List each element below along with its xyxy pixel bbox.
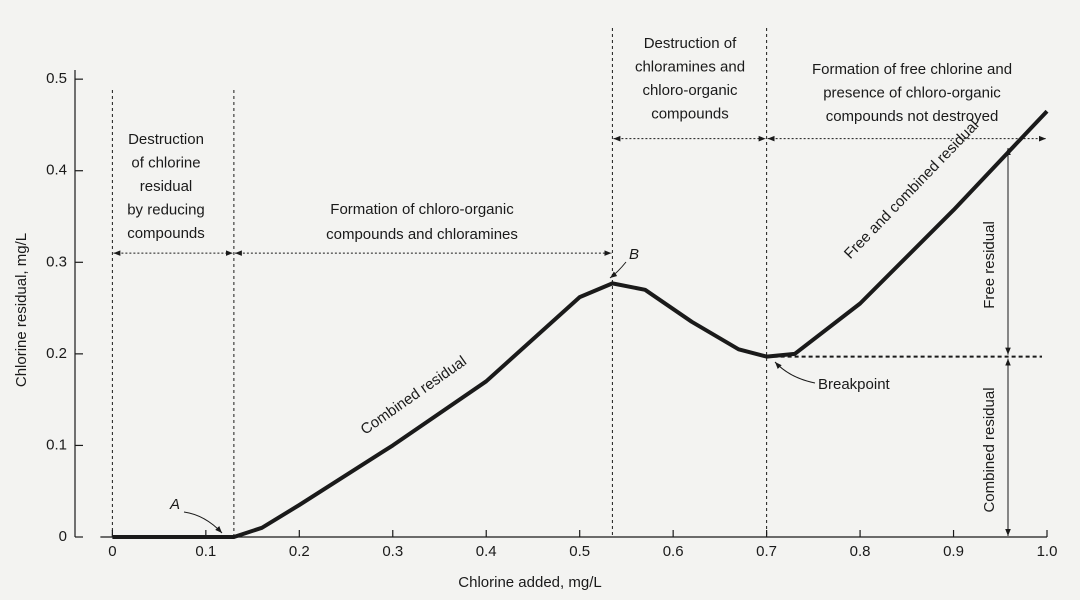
y-tick-label: 0.3 [46, 253, 67, 270]
region-label: Formation of free chlorine and [812, 61, 1012, 78]
x-axis-label: Chlorine added, mg/L [458, 574, 601, 591]
region-label: Formation of chloro-organic [330, 201, 514, 218]
region-label: compounds not destroyed [826, 108, 999, 125]
region-label: of chlorine [131, 154, 200, 171]
label-a: A [169, 496, 180, 513]
x-tick-label: 0.1 [195, 543, 216, 560]
pointer-breakpoint [774, 361, 816, 384]
residual-label: Free residual [981, 221, 998, 309]
label-b: B [629, 246, 639, 263]
x-tick-label: 0.3 [382, 543, 403, 560]
y-tick-label: 0.2 [46, 345, 67, 362]
region-label: by reducing [127, 201, 205, 218]
region-label: residual [140, 178, 193, 195]
x-tick-label: 0.7 [756, 543, 777, 560]
x-tick-label: 0.8 [850, 543, 871, 560]
x-tick-label: 0.4 [476, 543, 497, 560]
region-label: compounds [127, 225, 205, 242]
region-label: compounds [651, 105, 729, 122]
region-label: presence of chloro-organic [823, 84, 1001, 101]
y-tick-label: 0.1 [46, 436, 67, 453]
y-tick-label: 0 [59, 528, 67, 545]
region-label: chloro-organic [642, 82, 738, 99]
x-tick-label: 0.6 [663, 543, 684, 560]
x-tick-label: 1.0 [1037, 543, 1058, 560]
region-label: Destruction of [644, 35, 737, 52]
y-axis-label: Chlorine residual, mg/L [13, 233, 30, 387]
x-tick-label: 0.9 [943, 543, 964, 560]
pointer-b [609, 261, 627, 279]
curve-label: Combined residual [358, 353, 470, 439]
region-label: chloramines and [635, 58, 745, 75]
label-breakpoint: Breakpoint [818, 376, 891, 393]
x-tick-label: 0.2 [289, 543, 310, 560]
residual-label: Combined residual [981, 387, 998, 512]
y-tick-label: 0.4 [46, 162, 67, 179]
x-tick-label: 0.5 [569, 543, 590, 560]
curve [112, 109, 1049, 539]
region-label: Destruction [128, 131, 204, 148]
y-tick-label: 0.5 [46, 70, 67, 87]
pointer-a [183, 511, 223, 534]
region-label: compounds and chloramines [326, 226, 518, 243]
x-tick-label: 0 [108, 543, 116, 560]
